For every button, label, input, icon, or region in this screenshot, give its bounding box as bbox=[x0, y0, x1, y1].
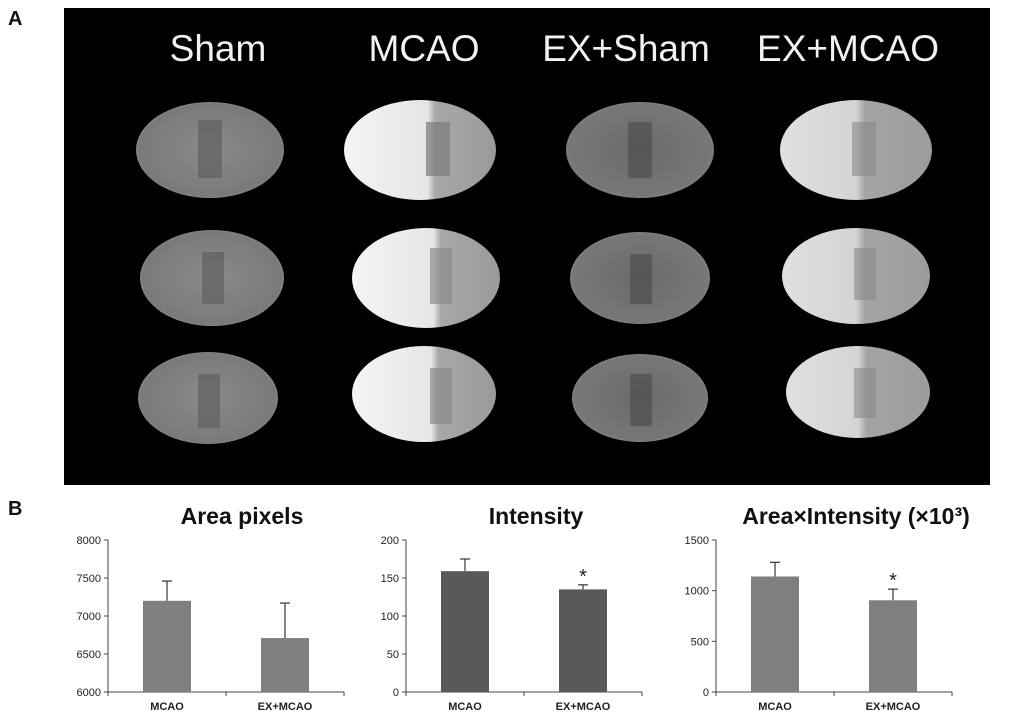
y-tick-label: 0 bbox=[393, 687, 399, 699]
y-tick-label: 150 bbox=[381, 573, 399, 585]
x-category-label: MCAO bbox=[448, 701, 482, 713]
x-category-label: MCAO bbox=[758, 701, 792, 713]
y-tick-label: 100 bbox=[381, 611, 399, 623]
column-label-sham: Sham bbox=[169, 28, 267, 69]
x-category-label: MCAO bbox=[150, 701, 184, 713]
column-label-mcao: MCAO bbox=[368, 28, 480, 69]
y-tick-label: 7000 bbox=[77, 611, 101, 623]
significance-star: * bbox=[889, 570, 897, 592]
y-tick-label: 7500 bbox=[77, 573, 101, 585]
column-label-ex-mcao: EX+MCAO bbox=[757, 28, 939, 69]
bar bbox=[143, 600, 191, 692]
column-label-ex-sham: EX+Sham bbox=[542, 28, 710, 69]
chart-title-area-pixels: Area pixels bbox=[180, 503, 304, 529]
chart-intensity: 0 50 100 150 200 MCAO * EX+MCAO bbox=[381, 535, 643, 713]
mri-image-panel: Sham MCAO EX+Sham EX+MCAO bbox=[64, 8, 990, 485]
bar bbox=[441, 571, 489, 692]
mri-brain-slices bbox=[136, 100, 932, 444]
chart-area-pixels: 6000 6500 7000 7500 8000 MCAO EX+MCAO bbox=[77, 535, 345, 713]
y-tick-label: 8000 bbox=[77, 535, 101, 547]
x-category-label: EX+MCAO bbox=[556, 701, 611, 713]
y-tick-label: 50 bbox=[387, 649, 399, 661]
y-tick-label: 1500 bbox=[685, 535, 709, 547]
x-category-label: EX+MCAO bbox=[258, 701, 313, 713]
y-tick-label: 0 bbox=[703, 687, 709, 699]
bar bbox=[751, 576, 799, 692]
y-tick-label: 6000 bbox=[77, 687, 101, 699]
y-tick-label: 6500 bbox=[77, 649, 101, 661]
bar bbox=[869, 600, 917, 692]
y-tick-label: 1000 bbox=[685, 586, 709, 598]
chart-area-intensity: 0 500 1000 1500 MCAO * EX+MCAO bbox=[685, 535, 953, 713]
chart-title-area-intensity: Area×Intensity (×10³) bbox=[742, 503, 970, 529]
brain-slice bbox=[344, 100, 496, 200]
x-category-label: EX+MCAO bbox=[866, 701, 921, 713]
y-tick-label: 200 bbox=[381, 535, 399, 547]
panel-b-letter: B bbox=[8, 498, 23, 520]
bar bbox=[261, 638, 309, 692]
brain-slice bbox=[352, 228, 500, 328]
chart-title-intensity: Intensity bbox=[488, 503, 584, 529]
bar bbox=[559, 589, 607, 692]
significance-star: * bbox=[579, 566, 587, 588]
brain-slice bbox=[352, 346, 496, 442]
panel-a-letter: A bbox=[8, 8, 23, 30]
y-tick-label: 500 bbox=[691, 636, 709, 648]
